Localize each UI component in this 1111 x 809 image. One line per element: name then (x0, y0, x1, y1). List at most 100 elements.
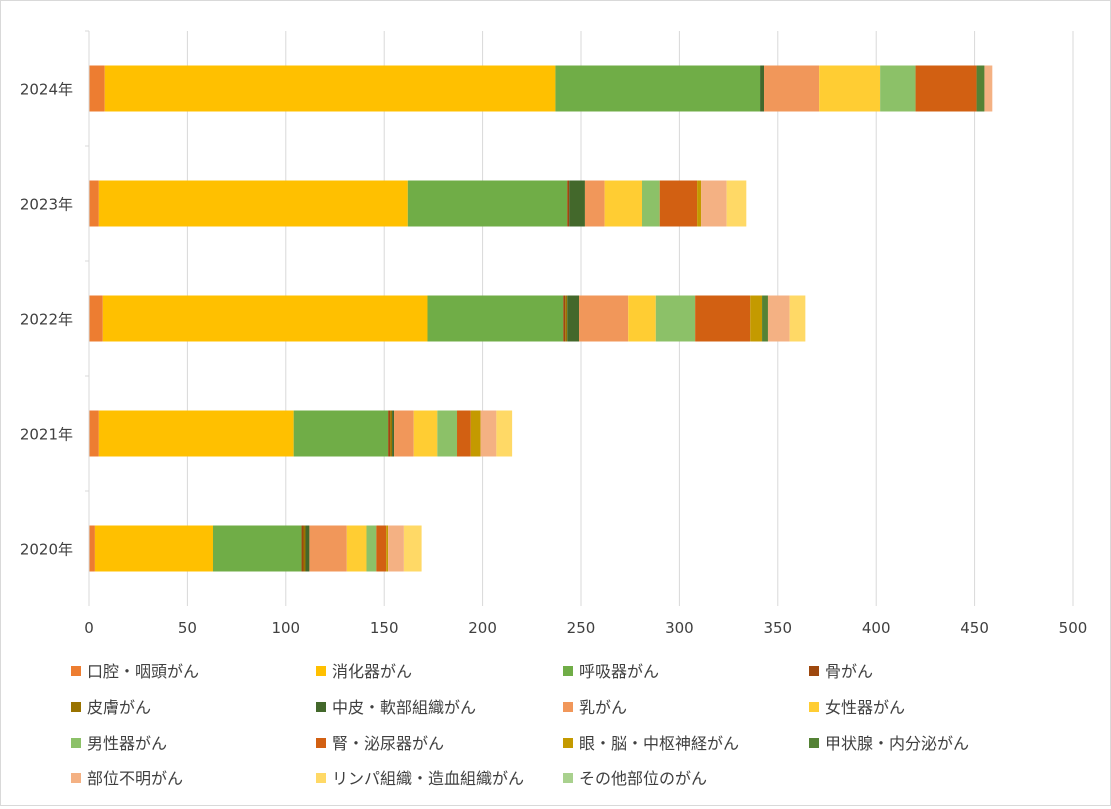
legend-item: 骨がん (809, 662, 873, 681)
bar-segment (762, 295, 768, 342)
bar-segment (655, 295, 696, 342)
legend-label: 甲状腺・内分泌がん (825, 734, 969, 753)
legend-swatch (809, 702, 819, 712)
bar-segment (89, 525, 95, 572)
legend-swatch (316, 666, 326, 676)
bar-segment (457, 410, 471, 457)
legend-item: その他部位のがん (563, 769, 707, 788)
bar-segment (437, 410, 458, 457)
bar-segment (427, 295, 564, 342)
y-tick-label: 2024年 (20, 81, 73, 99)
legend-label: その他部位のがん (579, 769, 707, 788)
legend-item: 腎・泌尿器がん (316, 734, 444, 753)
x-tick-label: 100 (271, 619, 300, 637)
bar-segment (764, 65, 820, 112)
bar-segment (567, 295, 580, 342)
bar-segment (388, 525, 404, 572)
bar-segment (102, 295, 428, 342)
legend-label: 呼吸器がん (579, 662, 659, 681)
bar-series (89, 65, 993, 572)
bar-segment (407, 180, 568, 227)
legend-swatch (809, 666, 819, 676)
x-tick-label: 450 (960, 619, 989, 637)
legend-item: 眼・脳・中枢神経がん (563, 734, 739, 753)
bar-segment (293, 410, 389, 457)
legend-label: 女性器がん (825, 698, 905, 717)
bar-segment (305, 525, 310, 572)
bar-segment (98, 410, 294, 457)
bar-segment (98, 180, 408, 227)
legend-label: 部位不明がん (87, 769, 183, 788)
legend-label: 骨がん (825, 662, 873, 681)
bar-segment (565, 295, 568, 342)
bar-segment (569, 180, 585, 227)
legend-swatch (316, 773, 326, 783)
legend-swatch (809, 738, 819, 748)
bar-segment (880, 65, 916, 112)
bar-segment (346, 525, 367, 572)
bar-segment (976, 65, 985, 112)
legend-swatch (563, 738, 573, 748)
legend-item: 口腔・咽頭がん (71, 662, 199, 681)
legend-label: 乳がん (579, 698, 627, 717)
bar-segment (659, 180, 698, 227)
bar-segment (604, 180, 643, 227)
legend-item: 男性器がん (71, 734, 167, 753)
x-tick-label: 350 (763, 619, 792, 637)
x-tick-label: 500 (1059, 619, 1088, 637)
legend-item: 皮膚がん (71, 698, 151, 717)
legend-item: 部位不明がん (71, 769, 183, 788)
legend-swatch (316, 702, 326, 712)
bar-segment (697, 180, 702, 227)
y-tick-label: 2023年 (20, 196, 73, 214)
bar-segment (89, 410, 99, 457)
bar-segment (212, 525, 302, 572)
bar-segment (376, 525, 387, 572)
bar-segment (584, 180, 605, 227)
bar-segment (579, 295, 629, 342)
bar-segment (628, 295, 656, 342)
y-tick-label: 2020年 (20, 541, 73, 559)
legend-item: 甲状腺・内分泌がん (809, 734, 969, 753)
legend-swatch (563, 666, 573, 676)
legend-label: 眼・脳・中枢神経がん (579, 734, 739, 753)
bar-segment (413, 410, 438, 457)
bar-segment (94, 525, 213, 572)
bar-segment (915, 65, 977, 112)
x-tick-label: 250 (567, 619, 596, 637)
legend-item: 女性器がん (809, 698, 905, 717)
legend-swatch (563, 702, 573, 712)
bar-segment (750, 295, 763, 342)
bar-segment (301, 525, 304, 572)
bar-segment (567, 180, 570, 227)
bar-segment (984, 65, 993, 112)
x-tick-label: 150 (370, 619, 399, 637)
legend-label: 中皮・軟部組織がん (332, 698, 476, 717)
legend-item: 中皮・軟部組織がん (316, 698, 476, 717)
bar-segment (480, 410, 497, 457)
legend-swatch (71, 773, 81, 783)
legend-label: 消化器がん (332, 662, 412, 681)
bar-segment (394, 410, 414, 457)
legend-swatch (71, 738, 81, 748)
axes: 0 50 100 150 200 250 300 350 400 450 500 2020年 2021年… (20, 30, 1088, 637)
bar-segment (392, 410, 395, 457)
legend-item: リンパ組織・造血組織がん (316, 769, 524, 788)
legend-swatch (563, 773, 573, 783)
bar-segment (104, 65, 556, 112)
bar-segment (726, 180, 747, 227)
x-tick-label: 0 (84, 619, 94, 637)
bar-segment (695, 295, 751, 342)
legend-item: 消化器がん (316, 662, 412, 681)
bar-segment (303, 525, 306, 572)
bar-segment (819, 65, 881, 112)
legend-item: 乳がん (563, 698, 627, 717)
bar-segment (642, 180, 660, 227)
bar-segment (496, 410, 513, 457)
bar-segment (386, 525, 389, 572)
bar-segment (390, 410, 393, 457)
bar-segment (555, 65, 761, 112)
bar-segment (767, 295, 790, 342)
